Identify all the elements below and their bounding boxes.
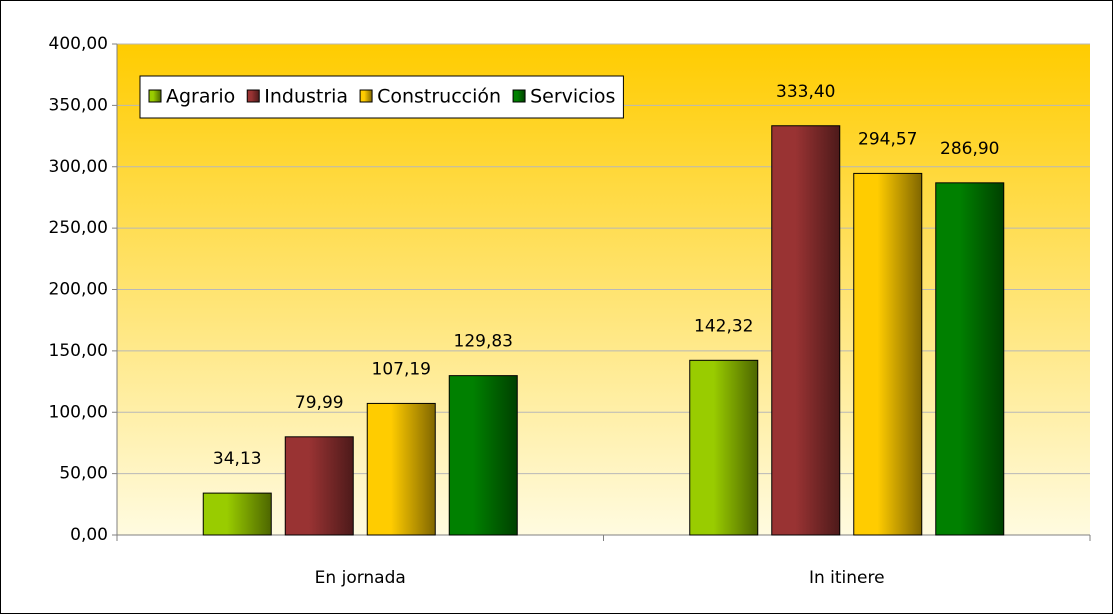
y-tick-label: 200,00	[49, 280, 108, 300]
bar	[366, 402, 436, 536]
legend-label: Industria	[264, 86, 348, 108]
y-tick-label: 100,00	[49, 402, 108, 422]
value-label: 294,57	[858, 129, 917, 149]
bar	[771, 125, 841, 536]
legend-label: Construcción	[377, 86, 501, 108]
bar	[853, 172, 923, 536]
bar	[202, 492, 272, 536]
y-tick-label: 0,00	[70, 525, 108, 545]
y-tick-label: 400,00	[49, 34, 108, 54]
bar	[448, 375, 518, 536]
legend-swatch	[148, 89, 162, 103]
legend-swatch	[512, 89, 526, 103]
value-label: 79,99	[295, 393, 344, 413]
value-label: 142,32	[694, 316, 753, 336]
bar	[689, 359, 759, 536]
y-tick-label: 150,00	[49, 341, 108, 361]
y-tick-label: 350,00	[49, 95, 108, 115]
y-tick-label: 50,00	[59, 464, 108, 484]
value-label: 34,13	[213, 449, 262, 469]
legend-swatch	[359, 89, 373, 103]
legend-swatch	[246, 89, 260, 103]
value-label: 129,83	[454, 332, 513, 352]
value-label: 107,19	[372, 359, 431, 379]
x-tick-label: In itinere	[809, 568, 885, 588]
x-tick-label: En jornada	[315, 568, 406, 588]
value-label: 286,90	[940, 139, 999, 159]
bar	[284, 436, 354, 536]
value-label: 333,40	[776, 82, 835, 102]
legend-label: Agrario	[166, 86, 235, 108]
bar	[935, 182, 1005, 536]
legend-box	[139, 75, 624, 119]
legend: Agrario Industria Construcción Servicios	[139, 75, 624, 119]
y-tick-label: 300,00	[49, 157, 108, 177]
legend-label: Servicios	[530, 86, 615, 108]
y-tick-label: 250,00	[49, 218, 108, 238]
